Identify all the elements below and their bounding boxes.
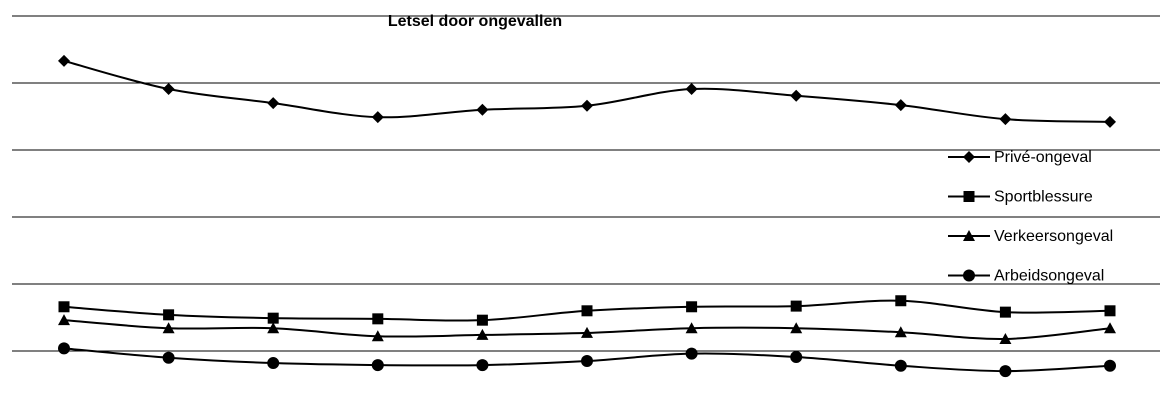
marker: [895, 295, 907, 307]
marker: [999, 365, 1012, 378]
marker: [581, 326, 593, 338]
marker: [267, 312, 279, 324]
legend-marker: [963, 191, 975, 202]
marker: [581, 355, 593, 368]
marker: [267, 357, 280, 370]
marker: [267, 97, 280, 110]
marker: [476, 314, 488, 326]
marker: [1104, 305, 1116, 317]
marker: [476, 103, 489, 116]
chart-title: Letsel door ongevallen: [388, 13, 562, 30]
marker: [999, 306, 1011, 318]
marker: [476, 359, 489, 372]
marker: [162, 351, 175, 364]
legend-marker: [963, 151, 975, 163]
marker: [999, 113, 1012, 126]
marker: [58, 54, 70, 67]
marker: [163, 309, 175, 321]
marker: [581, 99, 593, 112]
marker: [685, 83, 698, 96]
marker: [58, 301, 70, 313]
marker: [58, 342, 70, 355]
marker: [371, 111, 384, 124]
marker: [1104, 359, 1116, 372]
marker: [790, 89, 803, 102]
marker: [790, 300, 802, 312]
legend-label: Verkeersongeval: [994, 228, 1113, 245]
legend-label: Privé-ongeval: [994, 149, 1092, 166]
marker: [685, 347, 698, 360]
legend-marker: [963, 230, 975, 241]
marker: [894, 359, 907, 372]
legend-label: Sportblessure: [994, 189, 1093, 206]
marker: [686, 301, 698, 313]
marker: [999, 332, 1012, 344]
marker: [1104, 322, 1116, 334]
marker: [267, 322, 280, 334]
marker: [371, 330, 384, 342]
legend-marker: [963, 269, 975, 282]
marker: [894, 99, 907, 112]
legend-label: Arbeidsongeval: [994, 268, 1104, 285]
marker: [1104, 115, 1116, 128]
marker: [476, 328, 489, 340]
marker: [162, 83, 175, 96]
marker: [371, 359, 384, 372]
marker: [894, 326, 907, 338]
marker: [162, 322, 175, 334]
marker: [685, 322, 698, 334]
marker: [58, 314, 70, 326]
marker: [581, 305, 593, 317]
series-line: [63, 59, 1111, 123]
marker: [790, 322, 803, 334]
marker: [790, 351, 803, 364]
marker: [372, 313, 384, 325]
